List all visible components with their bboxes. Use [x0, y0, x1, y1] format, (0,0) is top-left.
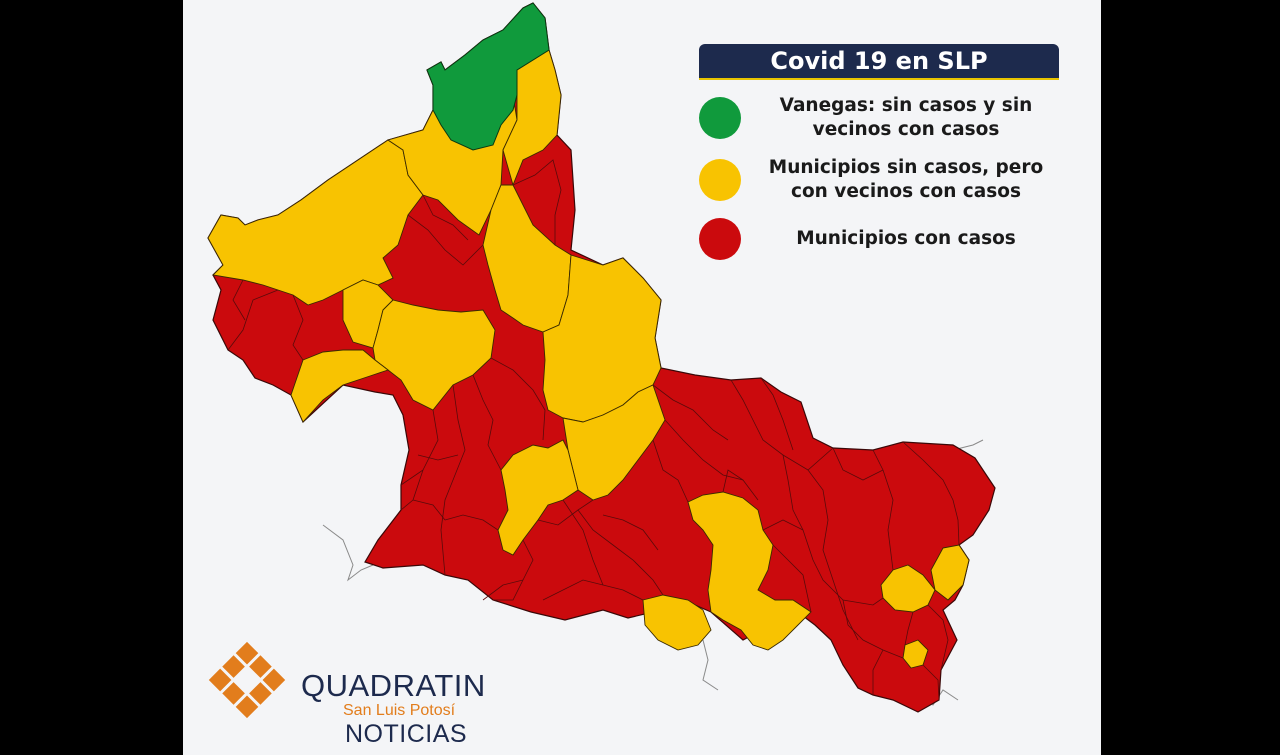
- municipality-yellow: [880, 564, 936, 613]
- municipality-yellow: [290, 349, 389, 423]
- municipality-yellow: [642, 594, 712, 651]
- legend-label-green: Vanegas: sin casos y sin vecinos con cas…: [779, 95, 1033, 140]
- municipality-yellow: [497, 439, 579, 556]
- municipality-yellow: [372, 299, 496, 411]
- quadratin-diamond-icon: [208, 641, 286, 719]
- red-dot-icon: [699, 218, 741, 260]
- legend-item-red: Municipios con casos: [699, 218, 1059, 260]
- legend-item-green: Vanegas: sin casos y sin vecinos con cas…: [699, 94, 1059, 142]
- legend: Covid 19 en SLP Vanegas: sin casos y sin…: [699, 44, 1059, 260]
- logo-region: San Luis Potosí: [343, 702, 456, 719]
- logo-name: QUADRATIN: [301, 668, 486, 703]
- legend-title: Covid 19 en SLP: [699, 44, 1059, 80]
- yellow-dot-icon: [699, 159, 741, 201]
- green-dot-icon: [699, 97, 741, 139]
- logo-subtitle: NOTICIAS: [345, 720, 468, 748]
- map-canvas: Covid 19 en SLP Vanegas: sin casos y sin…: [183, 0, 1101, 755]
- red-municipality-borders: [227, 159, 960, 701]
- legend-label-red: Municipios con casos: [796, 228, 1016, 249]
- municipality-map: [207, 2, 996, 713]
- legend-label-yellow: Municipios sin casos, pero con vecinos c…: [768, 157, 1044, 202]
- quadratin-logo: QUADRATIN San Luis Potosí NOTICIAS: [207, 640, 507, 750]
- municipality-yellow: [687, 491, 812, 651]
- legend-item-yellow: Municipios sin casos, pero con vecinos c…: [699, 156, 1059, 204]
- municipality-yellow: [930, 544, 970, 601]
- municipality-vanegas: [426, 2, 550, 151]
